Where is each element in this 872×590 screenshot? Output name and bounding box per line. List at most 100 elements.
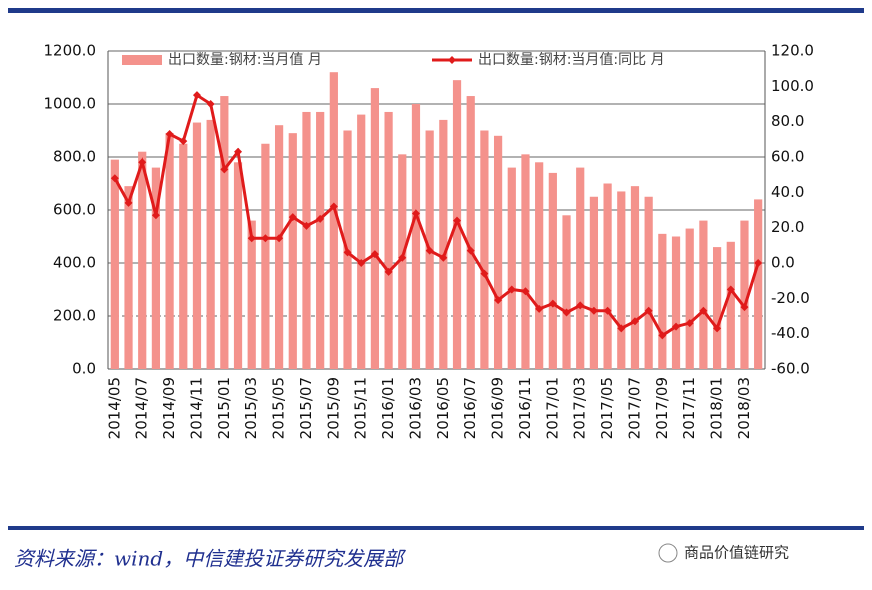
line-marker bbox=[302, 221, 311, 230]
x-tick-label: 2017/09 bbox=[653, 377, 671, 439]
line-marker bbox=[494, 296, 503, 305]
y-tick-label: 1200.0 bbox=[44, 42, 97, 60]
x-tick-label: 2016/05 bbox=[434, 377, 452, 439]
y-tick-label: 600.0 bbox=[53, 201, 96, 219]
bar bbox=[370, 88, 380, 369]
line-marker bbox=[630, 317, 639, 326]
line-marker bbox=[165, 130, 174, 139]
bar bbox=[110, 159, 119, 369]
bar bbox=[206, 119, 215, 370]
source-note: 资料来源：wind，中信建投证券研究发展部 bbox=[14, 547, 406, 571]
x-tick-label: 2014/05 bbox=[105, 377, 123, 439]
bar bbox=[124, 186, 133, 369]
bar bbox=[233, 162, 243, 369]
x-tick-label: 2015/01 bbox=[215, 377, 233, 439]
line-marker bbox=[535, 304, 544, 313]
line-marker bbox=[521, 287, 530, 296]
bar bbox=[138, 151, 147, 369]
bar bbox=[603, 183, 612, 369]
bar bbox=[617, 191, 626, 369]
bar bbox=[535, 162, 544, 369]
y-tick-label: 400.0 bbox=[53, 254, 96, 272]
line-marker bbox=[603, 306, 612, 315]
line-marker bbox=[726, 285, 735, 294]
x-tick-label: 2017/05 bbox=[598, 377, 616, 439]
x-tick-label: 2015/07 bbox=[297, 377, 315, 439]
bar bbox=[165, 133, 174, 369]
legend-swatch bbox=[122, 55, 162, 65]
bar bbox=[302, 111, 311, 369]
bar bbox=[329, 72, 338, 369]
bar bbox=[562, 215, 571, 369]
x-tick-label: 2016/09 bbox=[489, 377, 507, 439]
line-marker bbox=[316, 214, 325, 223]
x-tick-label: 2017/01 bbox=[543, 377, 561, 439]
line-marker bbox=[110, 174, 119, 183]
x-tick-label: 2018/01 bbox=[708, 377, 726, 439]
x-tick-label: 2016/07 bbox=[461, 377, 479, 439]
line-marker bbox=[439, 253, 448, 262]
line-marker bbox=[685, 319, 694, 328]
legend-label: 出口数量:钢材:当月值:同比 月 bbox=[478, 52, 665, 68]
y-tick-label: 0.0 bbox=[72, 360, 96, 378]
line-marker bbox=[275, 234, 284, 243]
line-marker bbox=[357, 259, 366, 267]
x-tick-label: 2017/11 bbox=[680, 377, 698, 439]
line-marker bbox=[740, 303, 749, 312]
bar bbox=[754, 199, 763, 369]
line-marker bbox=[713, 324, 722, 333]
x-tick-label: 2015/03 bbox=[242, 377, 260, 439]
line-marker bbox=[589, 306, 598, 315]
legend-marker bbox=[448, 56, 456, 64]
bar bbox=[658, 233, 667, 369]
watermark-icon bbox=[658, 543, 678, 563]
x-tick-label: 2015/09 bbox=[324, 377, 342, 439]
line-marker bbox=[576, 301, 585, 310]
bar bbox=[712, 247, 722, 369]
y2-tick-label: -20.0 bbox=[771, 289, 810, 307]
x-tick-label: 2017/07 bbox=[625, 377, 643, 439]
bar bbox=[740, 220, 749, 369]
bar bbox=[671, 236, 681, 369]
bar bbox=[274, 125, 284, 369]
line-marker bbox=[288, 213, 297, 222]
x-tick-label: 2014/07 bbox=[133, 377, 151, 439]
bar bbox=[630, 186, 640, 369]
y2-tick-label: -60.0 bbox=[771, 360, 810, 378]
line-marker bbox=[548, 299, 557, 308]
x-tick-label: 2016/03 bbox=[406, 377, 424, 439]
bar bbox=[521, 154, 530, 369]
line-marker bbox=[261, 234, 270, 243]
bar bbox=[384, 111, 393, 369]
line-marker bbox=[384, 267, 393, 276]
line-marker bbox=[411, 209, 420, 218]
line-marker bbox=[398, 253, 407, 262]
x-tick-label: 2018/03 bbox=[735, 377, 753, 439]
line-marker bbox=[562, 308, 571, 317]
y2-tick-label: 20.0 bbox=[771, 218, 804, 236]
y2-tick-label: 0.0 bbox=[771, 254, 795, 272]
y2-tick-label: 80.0 bbox=[771, 112, 804, 130]
bar bbox=[411, 104, 421, 369]
line-marker bbox=[138, 158, 147, 167]
bar bbox=[192, 122, 202, 369]
x-tick-label: 2015/05 bbox=[270, 377, 288, 439]
y2-tick-label: -40.0 bbox=[771, 324, 810, 342]
bar bbox=[179, 143, 188, 369]
bar bbox=[589, 196, 599, 369]
x-tick-label: 2017/03 bbox=[571, 377, 589, 439]
bar bbox=[316, 111, 325, 369]
bar bbox=[507, 167, 516, 369]
x-tick-label: 2016/11 bbox=[516, 377, 534, 439]
bar bbox=[439, 119, 448, 370]
bar bbox=[466, 96, 475, 370]
line bbox=[113, 92, 760, 338]
bar bbox=[151, 167, 161, 369]
line-marker bbox=[192, 91, 201, 100]
y2-tick-label: 120.0 bbox=[771, 42, 814, 60]
bar bbox=[644, 196, 653, 369]
line-marker bbox=[247, 234, 256, 243]
bottom-rule bbox=[8, 526, 864, 530]
line-marker bbox=[206, 100, 215, 108]
